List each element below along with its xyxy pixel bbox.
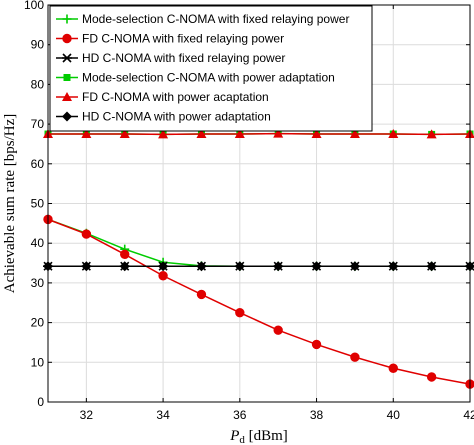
legend: Mode-selection C-NOMA with fixed relayin… [49, 5, 373, 132]
legend-label: FD C-NOMA with fixed relaying power [82, 32, 284, 46]
data-point [235, 307, 245, 318]
data-point [196, 129, 207, 139]
y-tick-label: 40 [31, 236, 45, 250]
legend-label: Mode-selection C-NOMA with fixed relayin… [82, 12, 349, 26]
x-tick-label: 42 [463, 408, 474, 422]
y-axis-label: Achievable sum rate [bps/Hz] [2, 114, 18, 294]
series-line [47, 218, 471, 385]
data-point [119, 129, 130, 139]
x-tick-label: 34 [156, 408, 170, 422]
data-point [119, 261, 130, 272]
data-point [388, 261, 399, 272]
y-tick-label: 10 [31, 355, 45, 369]
data-point [273, 325, 283, 335]
legend-label: HD C-NOMA with power adaptation [82, 110, 271, 124]
series-layer [43, 128, 474, 389]
x-axis-label: Pd [dBm] [229, 428, 288, 445]
legend-item: FD C-NOMA with fixed relaying power [56, 32, 284, 46]
y-tick-label: 70 [31, 117, 45, 131]
data-point [311, 261, 322, 272]
data-point [388, 363, 398, 373]
x-axis-label-sub: d [239, 434, 245, 445]
legend-item: Mode-selection C-NOMA with fixed relayin… [56, 12, 349, 26]
series-6 [43, 261, 474, 272]
data-point [81, 129, 92, 139]
series-line [48, 132, 471, 136]
axis-ticks: 32 34 36 38 40 42 0 10 20 30 40 50 60 70 80 90 100 [24, 0, 474, 422]
data-point [349, 261, 360, 272]
data-point [158, 129, 169, 139]
y-tick-label: 20 [31, 316, 45, 330]
x-tick-label: 40 [387, 408, 401, 422]
data-point [234, 261, 245, 272]
legend-item: HD C-NOMA with power adaptation [56, 110, 271, 124]
data-point [350, 352, 360, 362]
y-tick-label: 90 [31, 38, 45, 52]
data-point [234, 129, 245, 139]
data-point [196, 261, 207, 272]
data-point [120, 249, 130, 260]
data-point [196, 289, 207, 300]
data-point [81, 261, 92, 272]
legend-item: Mode-selection C-NOMA with power adaptat… [56, 71, 335, 85]
legend-swatch-marker [62, 33, 72, 44]
legend-label: FD C-NOMA with power acaptation [82, 90, 269, 104]
legend-label: HD C-NOMA with fixed relaying power [82, 51, 285, 65]
data-point [426, 372, 437, 382]
legend-swatch-marker [62, 53, 72, 63]
y-tick-label: 50 [31, 197, 45, 211]
legend-swatch-marker [62, 111, 72, 122]
y-tick-label: 60 [31, 157, 45, 171]
data-point [311, 339, 322, 350]
legend-label: Mode-selection C-NOMA with power adaptat… [82, 71, 335, 85]
x-tick-label: 38 [310, 408, 324, 422]
data-point [158, 271, 168, 281]
x-tick-label: 36 [233, 408, 247, 422]
legend-swatch-marker [62, 14, 72, 24]
series-2 [43, 214, 474, 389]
data-point [426, 129, 437, 139]
x-axis-label-main: P [229, 428, 239, 444]
data-point [81, 229, 92, 239]
data-point [273, 261, 284, 272]
data-point [349, 129, 360, 139]
legend-swatch-marker [63, 74, 71, 81]
y-tick-label: 0 [37, 395, 44, 409]
data-point [388, 129, 399, 139]
data-point [426, 261, 437, 272]
legend-item: HD C-NOMA with fixed relaying power [56, 51, 285, 65]
legend-item: FD C-NOMA with power acaptation [56, 90, 269, 104]
y-tick-label: 80 [31, 77, 45, 91]
y-tick-label: 30 [31, 276, 45, 290]
legend-box [49, 5, 373, 132]
y-tick-label: 100 [24, 0, 44, 12]
data-point [311, 129, 322, 139]
legend-swatch-marker [62, 92, 72, 101]
data-point [158, 261, 169, 272]
x-tick-label: 32 [80, 408, 94, 422]
data-point [273, 128, 284, 138]
series-5 [43, 128, 474, 139]
x-axis-label-unit: [dBm] [245, 428, 288, 444]
